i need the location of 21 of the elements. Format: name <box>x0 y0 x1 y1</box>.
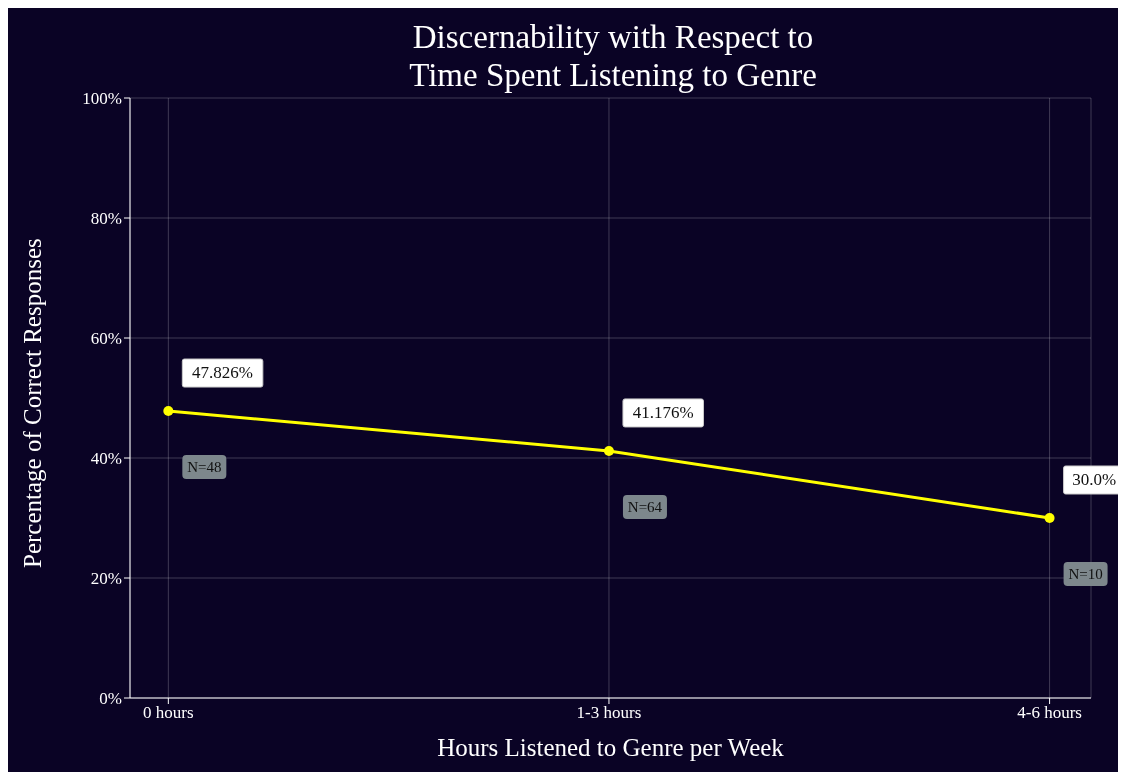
y-tick-label: 80% <box>90 209 122 229</box>
point <box>163 406 174 417</box>
annotation: N=10 <box>1068 566 1103 582</box>
y-tick-label: 0% <box>99 689 122 709</box>
y-tick-label: 100% <box>82 89 122 109</box>
data-label: 47.826% <box>192 363 254 383</box>
x-tick-label: 1-3 hours <box>576 703 642 723</box>
point <box>603 445 614 456</box>
data-label: 30.0% <box>1072 470 1117 489</box>
annotation: N=64 <box>627 498 663 515</box>
y-tick-label: 40% <box>90 449 122 469</box>
chart-title: Discernability with Respect to Time Spent Listening to Genre <box>408 18 818 93</box>
y-tick-label: 20% <box>90 569 122 589</box>
annotation: N=48 <box>187 459 222 476</box>
y-axis-title: Percentage of Correct Responses <box>18 238 46 568</box>
y-tick-label: 60% <box>90 329 122 349</box>
point <box>1044 513 1055 523</box>
x-tick-label: 4-6 hours <box>1017 703 1082 723</box>
x-axis-title: Hours Listened to Genre per Week <box>437 734 785 761</box>
x-tick-label: 0 hours <box>143 703 194 723</box>
data-label: 41.176% <box>632 402 694 422</box>
